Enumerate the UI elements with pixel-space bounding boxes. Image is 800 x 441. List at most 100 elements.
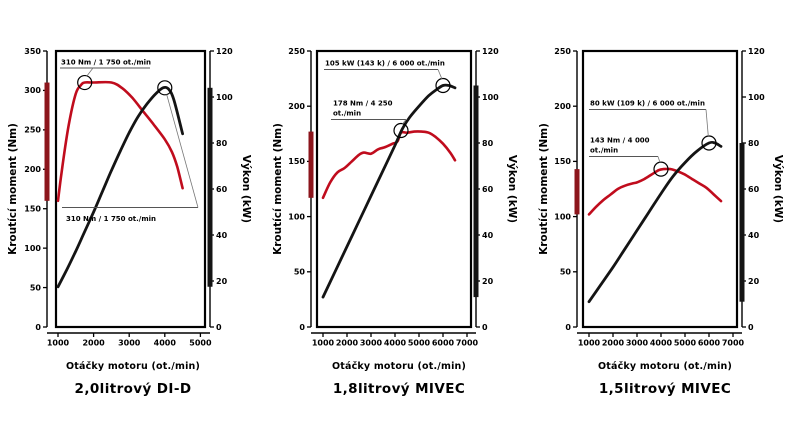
x-tick-label: 5000: [189, 339, 212, 348]
left-tick-label: 250: [288, 47, 305, 56]
power-curve: [56, 85, 184, 289]
x-tick-label: 3000: [626, 339, 649, 348]
torque-power-chart-2-0-did: 0 50 100 150 200 250 300 350 0 20 40 60 80 100 120 1000…: [7, 47, 252, 348]
annotation-leader-line: [402, 119, 407, 125]
y-axis-right-title: Výkon (kW): [240, 155, 252, 223]
annotation-text: 178 Nm / 4 250: [333, 100, 393, 108]
left-tick-label: 0: [299, 323, 305, 332]
x-axis-title: Otáčky motoru (ot./min): [597, 361, 733, 372]
left-tick-label: 150: [288, 157, 305, 166]
x-tick-label: 4000: [650, 339, 673, 348]
axes: 0 50 100 150 200 250 300 350 0 20 40 60 80 100 120 1000…: [24, 47, 233, 348]
right-tick-label: 40: [482, 231, 494, 240]
x-axis-title: Otáčky motoru (ot./min): [331, 361, 467, 372]
x-tick-label: 2000: [82, 339, 105, 348]
power-curve: [587, 140, 723, 304]
left-tick-label: 0: [35, 323, 41, 332]
torque-curve: [321, 130, 457, 200]
x-tick-label: 3000: [118, 339, 141, 348]
right-tick-label: 60: [482, 185, 494, 194]
right-tick-label: 60: [748, 185, 760, 194]
plot-frame: [54, 49, 207, 329]
chart-title: 1,5litrový MIVEC: [598, 381, 732, 397]
right-tick-label: 20: [482, 277, 494, 286]
right-tick-label: 80: [748, 139, 760, 148]
torque-power-chart-1-8-mivec: 0 50 100 150 200 250 0 20 40 60 80 100 120 1000 2000 30…: [272, 47, 518, 348]
x-tick-label: 4000: [154, 339, 177, 348]
x-tick-label: 6000: [698, 339, 721, 348]
right-tick-label: 0: [482, 323, 488, 332]
annotation-text: ot./min: [590, 147, 618, 155]
torque-range-bar: [44, 82, 50, 201]
annotation-text: 143 Nm / 4 000: [590, 137, 650, 145]
x-tick-label: 4000: [384, 339, 407, 348]
x-tick-label: 7000: [722, 339, 745, 348]
plot-frame: [581, 49, 739, 329]
right-tick-label: 40: [216, 231, 228, 240]
torque-peak-marker: [653, 161, 669, 177]
x-tick-label: 5000: [408, 339, 431, 348]
left-tick-label: 100: [288, 212, 305, 221]
annotation-leader-line: [437, 69, 443, 80]
x-tick-label: 2000: [336, 339, 359, 348]
left-tick-label: 300: [24, 86, 41, 95]
y-axis-right-title: Výkon (kW): [506, 155, 518, 223]
annotation-2: 310 Nm / 1 750 ot./min: [62, 94, 199, 223]
power-range-bar: [207, 87, 213, 287]
right-tick-label: 40: [748, 231, 760, 240]
left-tick-label: 250: [554, 47, 571, 56]
x-tick-label: 2000: [602, 339, 625, 348]
annotation-text: 80 kW (109 k) / 6 000 ot./min: [590, 100, 705, 108]
right-tick-label: 100: [748, 93, 765, 102]
x-axis-title: Otáčky motoru (ot./min): [65, 361, 201, 372]
power-peak-marker: [157, 80, 173, 96]
annotation-leader-line: [166, 94, 199, 208]
left-tick-label: 150: [554, 157, 571, 166]
right-tick-label: 120: [482, 47, 499, 56]
left-tick-label: 100: [24, 244, 41, 253]
right-tick-label: 60: [216, 185, 228, 194]
left-tick-label: 250: [24, 126, 41, 135]
annotation-2: 143 Nm / 4 000 ot./min: [589, 137, 661, 163]
annotation-text: ot./min: [333, 110, 361, 118]
annotation-text: 310 Nm / 1 750 ot./min: [66, 215, 156, 223]
torque-power-chart-1-5-mivec: 0 50 100 150 200 250 0 20 40 60 80 100 120 1000 2000 30…: [538, 47, 784, 348]
right-tick-label: 100: [216, 93, 233, 102]
power-peak-marker: [701, 135, 717, 151]
torque-range-bar: [574, 169, 580, 215]
annotation-1: 310 Nm / 1 750 ot./min: [60, 59, 151, 77]
annotation-leader-line: [657, 156, 661, 163]
left-tick-label: 350: [24, 47, 41, 56]
right-tick-label: 0: [216, 323, 222, 332]
left-tick-label: 50: [294, 268, 306, 277]
left-tick-label: 50: [560, 268, 572, 277]
power-peak-marker: [435, 77, 451, 94]
torque-peak-marker: [393, 122, 409, 139]
y-axis-left-title: Kroutící moment (Nm): [7, 123, 19, 255]
left-tick-label: 100: [554, 212, 571, 221]
y-axis-left-title: Kroutící moment (Nm): [538, 123, 550, 255]
torque-range-bar: [308, 131, 314, 198]
axes: 0 50 100 150 200 250 0 20 40 60 80 100 120 1000 2000 30…: [288, 47, 499, 348]
x-tick-label: 6000: [432, 339, 455, 348]
chart-title: 1,8litrový MIVEC: [332, 381, 466, 397]
chart-panel-2-0-did: 0 50 100 150 200 250 300 350 0 20 40 60 80 100 120 1000…: [0, 0, 266, 441]
annotation-text: 310 Nm / 1 750 ot./min: [61, 59, 151, 67]
y-axis-left-title: Kroutící moment (Nm): [272, 123, 284, 255]
plot-frame: [315, 49, 473, 329]
annotation-leader-line: [705, 109, 709, 137]
torque-peak-marker: [77, 74, 93, 91]
chart-title: 2,0litrový DI-D: [74, 381, 192, 397]
torque-curve: [56, 80, 184, 203]
x-tick-label: 3000: [360, 339, 383, 348]
x-tick-label: 1000: [312, 339, 335, 348]
x-tick-label: 5000: [674, 339, 697, 348]
left-tick-label: 200: [554, 102, 571, 111]
x-tick-label: 1000: [578, 339, 601, 348]
right-tick-label: 20: [216, 277, 228, 286]
left-tick-label: 200: [24, 165, 41, 174]
right-tick-label: 100: [482, 93, 499, 102]
annotation-text: 105 kW (143 k) / 6 000 ot./min: [325, 60, 445, 68]
y-axis-right-title: Výkon (kW): [772, 155, 784, 223]
